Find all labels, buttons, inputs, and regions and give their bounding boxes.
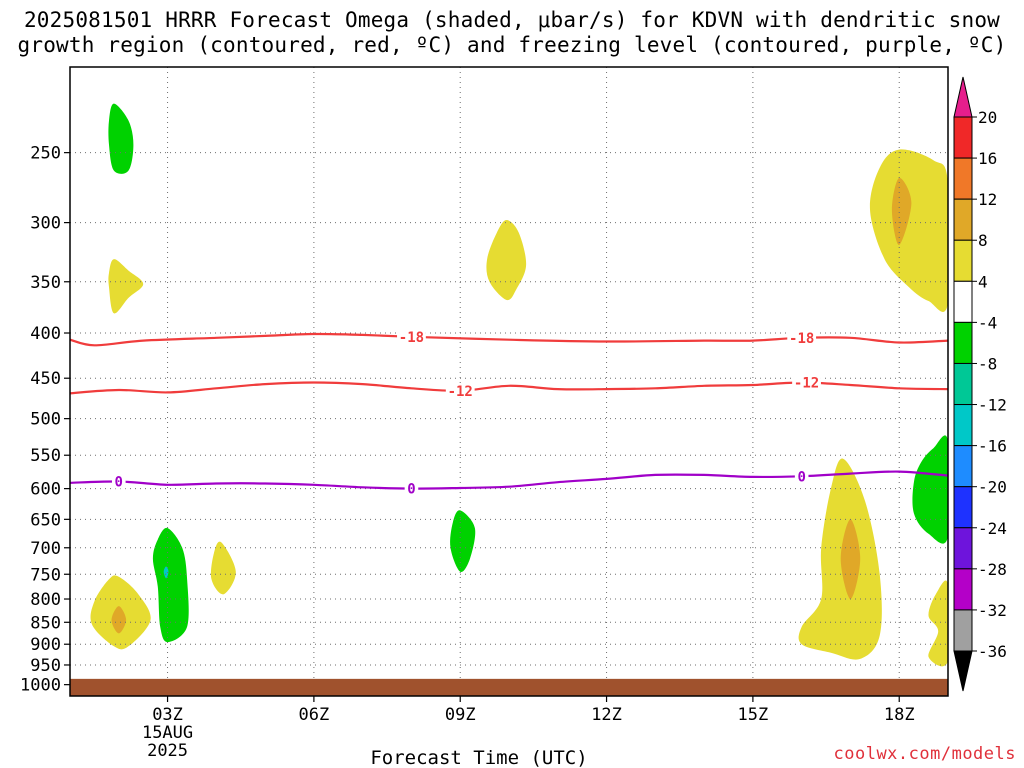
y-tick-label-450: 450 xyxy=(30,369,61,389)
x-tick-sublabel-0: 15AUG xyxy=(142,723,193,743)
y-tick-label-550: 550 xyxy=(30,446,61,466)
ground-fill xyxy=(70,678,948,696)
colorbar-label-4: 4 xyxy=(978,272,988,291)
y-tick-label-400: 400 xyxy=(30,324,61,344)
colorbar-label-12: -32 xyxy=(978,601,1007,620)
contour-label-2-1: 0 xyxy=(407,482,415,498)
y-tick-label-1000: 1000 xyxy=(20,676,61,696)
contour-line-2 xyxy=(70,470,948,490)
colorbar-band-2 xyxy=(953,198,973,241)
chart-title-line-2: growth region (contoured, red, ºC) and f… xyxy=(17,33,1007,57)
omega-region-9 xyxy=(210,541,236,595)
contour-label-0-0: -18 xyxy=(399,330,424,346)
colorbar-band-10 xyxy=(953,527,973,570)
source-credit: coolwx.com/models xyxy=(833,744,1016,764)
chart-title-line-1: 2025081501 HRRR Forecast Omega (shaded, … xyxy=(23,8,1001,32)
colorbar-label-10: -24 xyxy=(978,519,1007,538)
contour-label-2-2: 0 xyxy=(797,469,805,485)
y-tick-label-650: 650 xyxy=(30,510,61,530)
y-tick-label-900: 900 xyxy=(30,635,61,655)
colorbar-band-0 xyxy=(953,116,973,159)
y-tick-label-350: 350 xyxy=(30,273,61,293)
omega-region-8 xyxy=(163,566,169,579)
colorbar-label-9: -20 xyxy=(978,478,1007,497)
omega-region-13 xyxy=(912,435,948,544)
colorbar-band-9 xyxy=(953,486,973,529)
y-tick-label-250: 250 xyxy=(30,144,61,164)
y-tick-label-750: 750 xyxy=(30,565,61,585)
colorbar-band-12 xyxy=(953,609,973,652)
plot-frame xyxy=(69,66,949,697)
colorbar-label-11: -28 xyxy=(978,560,1007,579)
contour-label-1-0: -12 xyxy=(448,384,473,400)
temperature-contours: -18 -18 -12 -12 0 0 0 xyxy=(70,329,948,498)
plot-border xyxy=(69,66,949,697)
contour-label-0-1: -18 xyxy=(789,331,814,347)
contour-label-bg-0-0 xyxy=(397,329,426,344)
colorbar-band-6 xyxy=(953,362,973,406)
omega-region-11 xyxy=(798,458,882,660)
contour-label-bg-0-1 xyxy=(787,330,817,345)
contour-label-1-1: -12 xyxy=(794,376,819,392)
contour-label-bg-1-0 xyxy=(445,383,475,398)
colorbar-label-2: 12 xyxy=(978,190,997,209)
omega-region-4 xyxy=(891,177,912,246)
omega-region-1 xyxy=(108,259,144,314)
contour-line-0 xyxy=(70,332,948,347)
colorbar-label-1: 16 xyxy=(978,149,997,168)
x-axis-label: Forecast Time (UTC) xyxy=(370,747,587,768)
omega-region-12 xyxy=(840,519,861,599)
colorbar-band-3 xyxy=(953,239,973,282)
x-tick-label-15Z: 15Z xyxy=(738,705,769,725)
x-tick-label-12Z: 12Z xyxy=(591,705,622,725)
y-tick-label-700: 700 xyxy=(30,539,61,559)
contour-label-bg-2-1 xyxy=(404,481,419,496)
omega-shaded-regions xyxy=(90,103,948,667)
colorbar-label-6: -8 xyxy=(978,354,997,373)
colorbar-label-7: -12 xyxy=(978,396,1007,415)
contour-label-2-0: 0 xyxy=(115,475,123,491)
y-tick-label-850: 850 xyxy=(30,613,61,633)
x-tick-label-09Z: 09Z xyxy=(445,705,476,725)
colorbar-label-5: -4 xyxy=(978,313,997,332)
y-tick-label-600: 600 xyxy=(30,480,61,500)
colorbar-label-3: 8 xyxy=(978,231,988,250)
colorbar-band-5 xyxy=(953,321,973,364)
omega-region-14 xyxy=(928,580,948,667)
contour-label-bg-2-2 xyxy=(794,469,809,484)
omega-region-3 xyxy=(869,149,948,312)
omega-region-7 xyxy=(152,527,189,643)
colorbar-band-4 xyxy=(953,280,973,323)
omega-region-10 xyxy=(450,510,476,572)
y-tick-label-500: 500 xyxy=(30,410,61,430)
omega-region-2 xyxy=(486,220,527,301)
colorbar-band-7 xyxy=(953,404,973,447)
ground-surface xyxy=(70,678,948,696)
y-tick-label-950: 950 xyxy=(30,656,61,676)
x-tick-label-03Z: 03Z xyxy=(152,705,183,725)
colorbar-label-8: -16 xyxy=(978,437,1007,456)
x-tick-sublabel-1: 2025 xyxy=(147,741,188,761)
y-tick-label-800: 800 xyxy=(30,590,61,610)
contour-label-bg-1-1 xyxy=(792,375,821,390)
x-tick-label-18Z: 18Z xyxy=(884,705,915,725)
y-tick-label-300: 300 xyxy=(30,214,61,234)
colorbar-bottom-arrow xyxy=(953,650,973,692)
x-tick-label-06Z: 06Z xyxy=(299,705,330,725)
omega-colorbar: 20 16 12 8 4 -4 -8 -12 -16 -20 -24 -28 -32 -36 xyxy=(953,76,1007,692)
colorbar-band-11 xyxy=(953,568,973,611)
pressure-axis: 2503003504004505005506006507007508008509… xyxy=(20,144,70,696)
colorbar-label-13: -36 xyxy=(978,642,1007,661)
colorbar-label-0: 20 xyxy=(978,108,997,127)
colorbar-band-8 xyxy=(953,445,973,488)
colorbar-band-1 xyxy=(953,157,973,200)
omega-region-6 xyxy=(111,606,127,634)
contour-label-bg-2-0 xyxy=(111,474,126,489)
colorbar-top-arrow xyxy=(953,76,973,118)
omega-region-0 xyxy=(108,103,134,174)
